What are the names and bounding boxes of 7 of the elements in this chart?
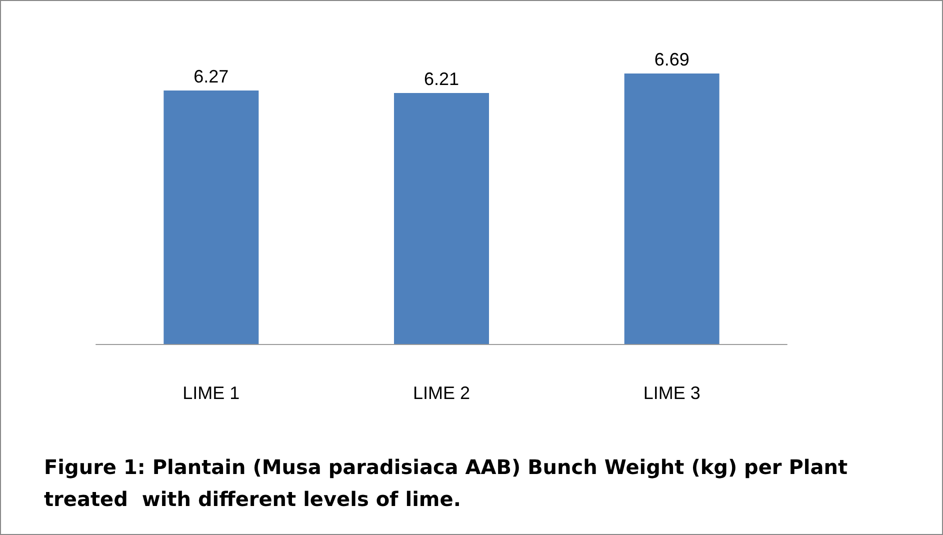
data-label: 6.21 xyxy=(424,68,460,89)
x-tick-label: LIME 3 xyxy=(643,383,700,403)
data-label: 6.69 xyxy=(654,50,690,70)
text: Figure 1: Plantain (Musa paradisiaca AAB) Bunch Weight (kg) per Plant treated with different levels of lime. xyxy=(44,455,855,511)
x-tick-label: LIME 1 xyxy=(182,383,240,403)
data-label: 6.27 xyxy=(194,66,229,87)
x-tick-label: LIME 2 xyxy=(412,383,470,403)
